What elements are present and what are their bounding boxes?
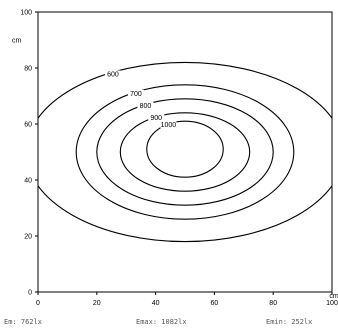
contour-line-600: [38, 61, 332, 243]
y-tick-label: 80: [24, 66, 32, 73]
x-tick-label: 100: [326, 300, 338, 307]
x-tick-label: 80: [269, 300, 277, 307]
contour-label-900: 900: [150, 115, 162, 122]
x-tick-label: 0: [36, 300, 40, 307]
x-tick-label: 20: [93, 300, 101, 307]
contour-label-bg: [127, 89, 144, 97]
contour-line-900: [119, 112, 251, 192]
contour-label-600: 600: [107, 71, 119, 78]
contour-label-bg: [148, 114, 165, 122]
stat-2: Emax: 1082lx: [136, 318, 187, 326]
contour-label-bg: [160, 120, 177, 128]
x-axis-unit: cm: [329, 293, 338, 300]
stat-1: Em: 762lx: [4, 318, 42, 326]
contour-label-bg: [104, 70, 121, 78]
x-tick-label: 60: [211, 300, 219, 307]
contour-label-800: 800: [140, 103, 152, 110]
y-tick-label: 20: [24, 234, 32, 241]
contour-line-1000: [146, 120, 224, 178]
contour-line-800: [96, 98, 274, 206]
contour-label-700: 700: [130, 91, 142, 98]
y-axis-unit: cm: [12, 38, 22, 45]
stat-3: Emin: 252lx: [266, 318, 312, 326]
y-tick-label: 40: [24, 178, 32, 185]
y-tick-label: 60: [24, 122, 32, 129]
contour-label-bg: [137, 101, 154, 109]
contour-layer: [38, 61, 332, 243]
y-tick-label: 100: [20, 10, 32, 17]
y-tick-label: 0: [28, 290, 32, 297]
x-tick-label: 40: [152, 300, 160, 307]
plot-frame: [37, 11, 333, 293]
contour-group: [38, 61, 332, 243]
contour-label-1000: 1000: [161, 122, 177, 129]
stats-footer: Em: 762lx Emax: 1082lx Emin: 252lx: [4, 318, 312, 326]
contour-line-700: [75, 84, 295, 220]
